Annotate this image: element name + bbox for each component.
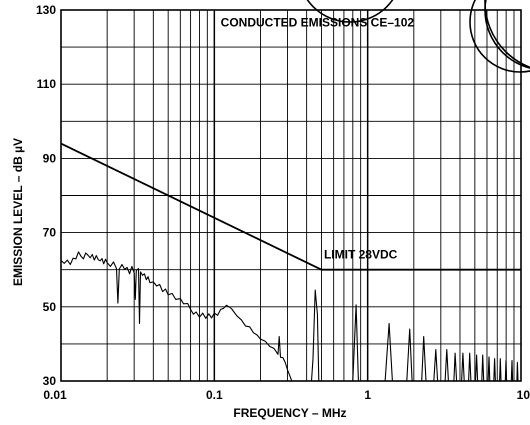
y-tick-label: 70 bbox=[43, 226, 57, 240]
y-tick-label: 130 bbox=[36, 3, 56, 17]
x-axis-title: FREQUENCY – MHz bbox=[233, 406, 346, 420]
limit-line bbox=[60, 142, 521, 271]
x-tick-label: 0.1 bbox=[206, 388, 223, 402]
decorative-circle bbox=[306, 0, 394, 23]
y-tick-label: 110 bbox=[37, 77, 57, 91]
x-tick-label: 0.01 bbox=[43, 388, 67, 402]
y-tick-labels: 30 50 70 90 110 130 bbox=[36, 3, 56, 388]
y-tick-label: 30 bbox=[43, 374, 57, 388]
decorative-circle bbox=[484, 0, 530, 69]
annotation: CONDUCTED EMISSIONS CE–102 bbox=[221, 16, 415, 30]
y-axis-title: EMISSION LEVEL – dB µV bbox=[11, 138, 25, 286]
grid bbox=[61, 10, 521, 381]
annotation: LIMIT 28VDC bbox=[324, 248, 398, 262]
x-tick-label: 10 bbox=[517, 388, 530, 402]
x-tick-label: 1 bbox=[364, 388, 371, 402]
series bbox=[60, 142, 521, 382]
emission-trace bbox=[60, 251, 519, 382]
x-tick-labels: 0.01 0.1 1 10 bbox=[43, 388, 530, 402]
decorative-circle bbox=[469, 0, 530, 73]
plot-frame bbox=[60, 9, 522, 382]
annotations: CONDUCTED EMISSIONS CE–102 LIMIT 28VDC bbox=[221, 16, 415, 262]
y-tick-label: 50 bbox=[43, 300, 57, 314]
y-tick-label: 90 bbox=[43, 151, 57, 165]
